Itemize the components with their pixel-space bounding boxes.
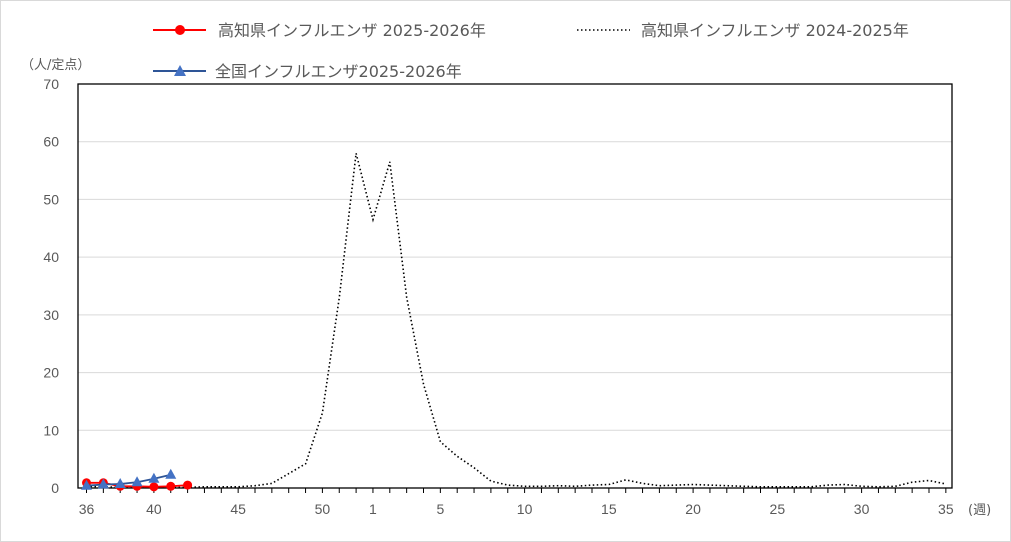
y-tick-label: 70 [43,76,59,92]
x-tick-label: 10 [517,501,533,517]
x-axis-ticks: 36 40 45 50 1 5 10 15 20 25 30 35 [79,488,954,517]
series-line [86,473,172,487]
legend-label-kochi-2025-2026: 高知県インフルエンザ 2025-2026年 [218,21,486,40]
y-tick-label: 10 [43,422,59,438]
gridlines [78,141,952,431]
y-axis-unit-label: （人/定点） [21,58,90,73]
legend-label-kochi-2024-2025: 高知県インフルエンザ 2024-2025年 [641,21,909,40]
data-point [149,482,159,492]
x-tick-label: 36 [79,501,95,517]
plot-frame [77,83,953,489]
x-tick-label: 5 [436,501,444,517]
data-point [81,479,92,490]
y-tick-label: 50 [43,191,59,207]
legend-entry-kochi-2024-2025: 高知県インフルエンザ 2024-2025年 [577,21,909,40]
x-axis-unit-label: (週) [968,503,991,518]
x-tick-label: 15 [601,501,617,517]
legend-marker-triangle [174,65,186,76]
series-line [86,153,947,489]
x-tick-label: 40 [146,501,162,517]
y-tick-label: 60 [43,134,59,150]
data-point [97,478,109,489]
series-1 [86,153,947,489]
data-point [165,468,177,479]
x-tick-label: 20 [685,501,701,517]
x-tick-label: 1 [369,501,377,517]
legend-marker-circle [175,25,185,35]
legend-entry-kochi-2025-2026: 高知県インフルエンザ 2025-2026年 [153,21,486,40]
legend-label-national-2025-2026: 全国インフルエンザ2025-2026年 [215,62,462,81]
y-tick-label: 30 [43,307,59,323]
y-axis-ticks: 0 10 20 30 40 50 60 70 [43,76,59,496]
y-tick-label: 20 [43,365,59,381]
y-tick-label: 40 [43,249,59,265]
data-point [166,481,176,491]
data-point [148,472,160,483]
series-2 [81,468,177,490]
data-point [183,480,193,490]
x-tick-label: 35 [938,501,954,517]
x-tick-label: 25 [770,501,786,517]
data-point [131,476,143,487]
data-point [114,477,126,488]
legend-entry-national-2025-2026: 全国インフルエンザ2025-2026年 [153,62,462,81]
x-tick-label: 50 [315,501,331,517]
x-tick-label: 45 [230,501,246,517]
x-tick-label: 30 [854,501,870,517]
y-tick-label: 0 [51,480,59,496]
series-layer [81,153,947,492]
